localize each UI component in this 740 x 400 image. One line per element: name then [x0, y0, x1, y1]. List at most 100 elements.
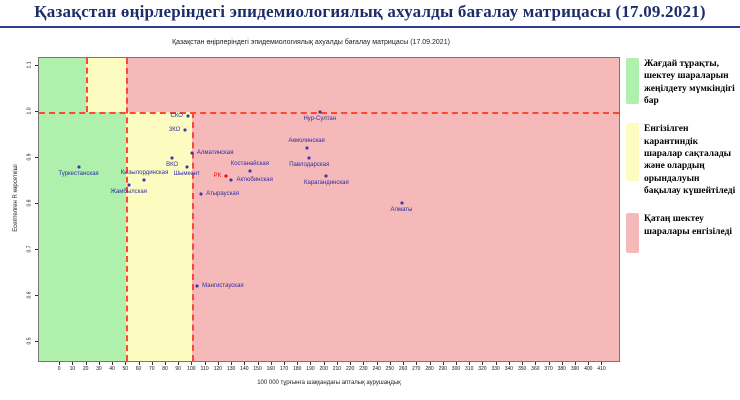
x-tick-mark	[284, 362, 286, 365]
data-point-ВКО	[170, 156, 174, 160]
point-label-СКО: СКО	[170, 113, 183, 120]
x-tick-label: 410	[597, 366, 606, 372]
x-tick-label: 50	[122, 366, 129, 372]
x-tick-label: 60	[135, 366, 142, 372]
point-label-Туркестанская: Туркестанская	[58, 170, 99, 177]
zone-red-high	[126, 58, 619, 112]
x-tick-mark	[469, 362, 471, 365]
x-tick-label: 310	[465, 366, 474, 372]
x-tick-mark	[336, 362, 338, 365]
x-tick-label: 90	[175, 366, 181, 372]
data-point-Костанайская	[248, 169, 252, 173]
y-tick-label: 0.6	[26, 291, 33, 299]
x-tick-mark	[244, 362, 246, 365]
data-point-СКО	[186, 114, 190, 118]
x-tick-mark	[125, 362, 127, 365]
x-tick-label: 330	[491, 366, 500, 372]
y-tick-mark	[35, 203, 38, 205]
y-tick-label: 0.7	[26, 245, 33, 253]
x-tick-mark	[588, 362, 590, 365]
point-label-Кызылординская: Кызылординская	[120, 170, 169, 177]
y-tick-mark	[35, 157, 38, 159]
data-point-Мангистауская	[195, 284, 199, 288]
point-label-Нур-Султан: Нур-Султан	[303, 115, 337, 122]
zone-yellow-low	[126, 111, 192, 361]
x-tick-mark	[191, 362, 193, 365]
y-axis: 0.5 0.6 0.7 0.8 0.9 1.0 1.1	[22, 57, 38, 362]
x-tick-label: 340	[504, 366, 514, 372]
data-point-Жамбылская	[127, 183, 131, 187]
x-tick-label: 380	[557, 366, 566, 372]
x-tick-label: 220	[345, 366, 355, 372]
x-tick-label: 0	[57, 366, 61, 372]
legend-label-red: Қатаң шектеу шаралары енгізіледі	[644, 214, 733, 237]
point-label-Алматинская: Алматинская	[196, 150, 234, 157]
point-label-ЗКО: ЗКО	[168, 127, 181, 134]
x-tick-mark	[389, 362, 391, 365]
x-tick-label: 180	[293, 366, 302, 372]
point-label-Алматы: Алматы	[390, 207, 413, 214]
data-point-Павлодарская	[307, 156, 311, 160]
x-tick-mark	[270, 362, 272, 365]
x-tick-label: 300	[451, 366, 461, 372]
x-tick-mark	[350, 362, 352, 365]
data-point-Алматинская	[190, 151, 194, 155]
point-label-РК: РК	[213, 172, 222, 179]
x-tick-label: 280	[425, 366, 434, 372]
data-point-ЗКО	[183, 128, 187, 132]
x-tick-mark	[429, 362, 431, 365]
chart-title: Қазақстан өңірлеріндегі эпидемиологиялық…	[172, 39, 450, 46]
x-tick-mark	[455, 362, 457, 365]
x-tick-label: 160	[266, 366, 275, 372]
data-point-Кызылординская	[142, 178, 146, 182]
x-tick-label: 70	[148, 366, 155, 372]
point-label-Мангистауская: Мангистауская	[202, 282, 244, 289]
legend-item-red: Қатаң шектеу шаралары енгізіледі	[626, 213, 738, 254]
point-label-Акмолинская: Акмолинская	[288, 138, 325, 145]
zone-green-high	[39, 58, 87, 112]
x-tick-label: 100	[187, 366, 196, 372]
x-tick-mark	[323, 362, 325, 365]
y-tick-mark	[35, 295, 38, 297]
x-tick-mark	[601, 362, 603, 365]
x-tick-label: 240	[372, 366, 381, 372]
legend: Жағдай тұрақты, шектеу шараларын жеңілде…	[626, 58, 738, 269]
x-tick-label: 20	[82, 366, 89, 372]
plot-area: Нур-Султан СКО ЗКО Акмолинская Алматинская Па…	[38, 57, 620, 362]
data-point-Нур-Султан	[318, 110, 322, 114]
x-axis-label: 100 000 тұрғынға шаққандағы апталық ауру…	[257, 380, 401, 386]
x-tick-label: 110	[200, 366, 209, 372]
y-tick-label: 0.5	[26, 337, 33, 345]
point-label-Шымкент: Шымкент	[173, 170, 200, 177]
point-label-Жамбылская: Жамбылская	[110, 189, 147, 196]
legend-swatch-red	[626, 213, 639, 254]
x-tick-mark	[522, 362, 524, 365]
x-tick-label: 350	[517, 366, 527, 372]
x-tick-mark	[231, 362, 233, 365]
x-tick-label: 200	[319, 366, 328, 372]
data-point-РК	[224, 174, 228, 178]
y-tick-mark	[35, 111, 38, 113]
x-tick-mark	[59, 362, 61, 365]
x-tick-label: 10	[69, 366, 76, 372]
zone-red-low	[191, 111, 619, 361]
y-axis-label: Есептелген R көрсеткіші	[13, 164, 19, 232]
point-label-ВКО: ВКО	[166, 161, 179, 168]
data-point-Шымкент	[185, 165, 189, 169]
x-tick-mark	[561, 362, 563, 365]
x-tick-mark	[376, 362, 378, 365]
legend-swatch-green	[626, 58, 639, 104]
legend-item-yellow: Енгізілген карантиндік шаралар сақталады…	[626, 123, 738, 197]
threshold-line-r1	[39, 111, 619, 114]
y-tick-label: 1.1	[26, 61, 33, 69]
x-tick-label: 170	[279, 366, 289, 372]
x-tick-label: 40	[109, 366, 115, 372]
x-tick-mark	[363, 362, 365, 365]
threshold-line-x100	[191, 111, 194, 361]
y-tick-label: 1.0	[26, 107, 33, 115]
x-tick-mark	[482, 362, 484, 365]
data-point-Атырауская	[199, 192, 203, 196]
x-tick-label: 120	[213, 366, 223, 372]
legend-label-green: Жағдай тұрақты, шектеу шараларын жеңілде…	[644, 59, 735, 107]
